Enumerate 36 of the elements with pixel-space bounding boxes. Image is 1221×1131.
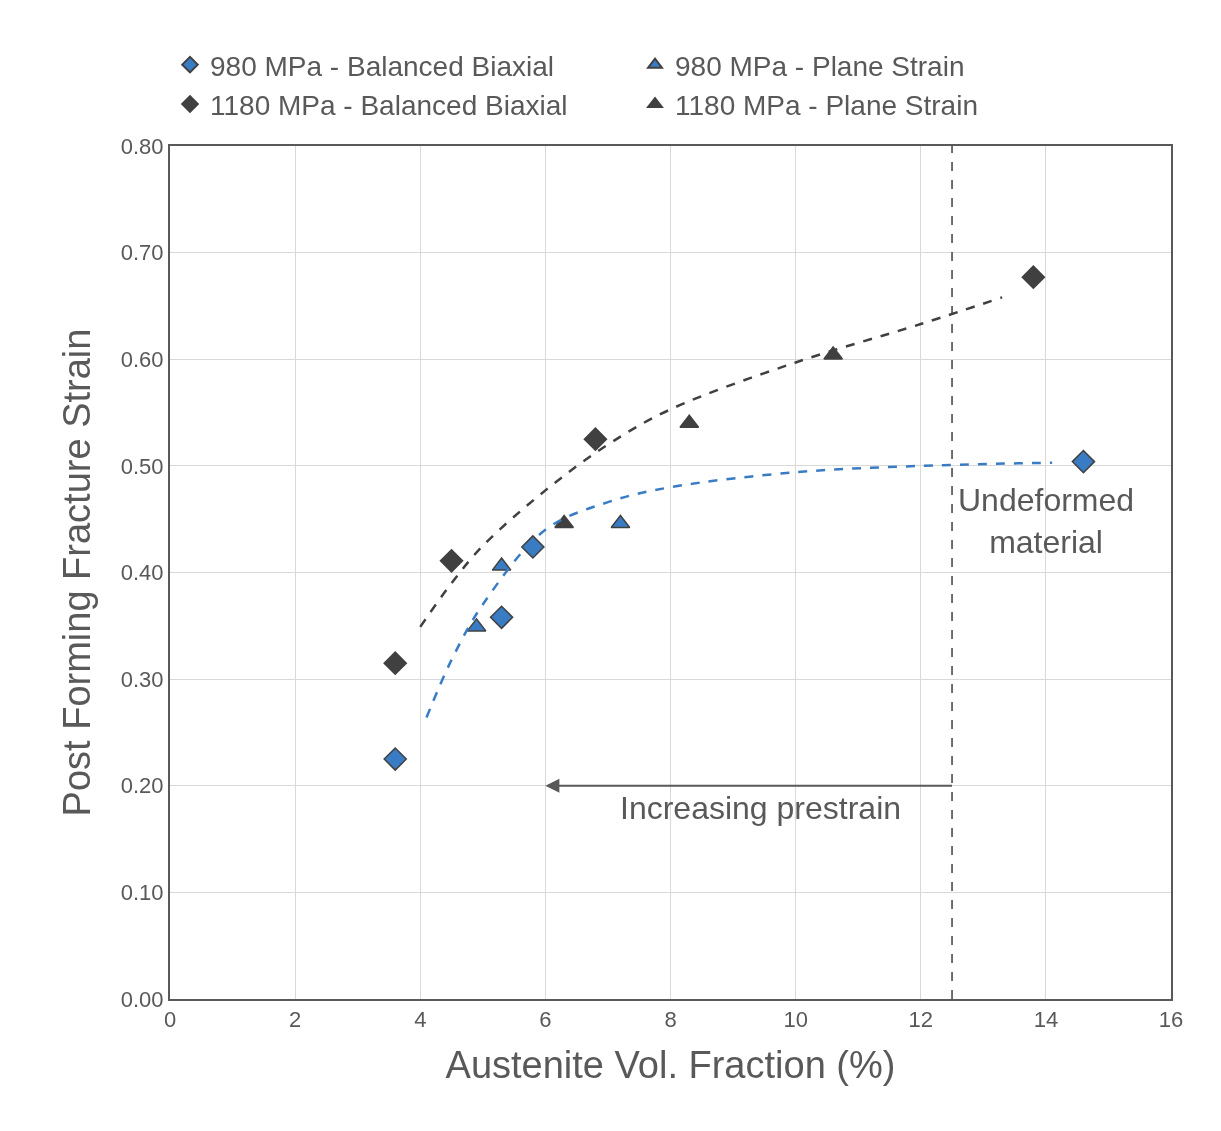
point bbox=[554, 514, 575, 529]
x-tick-label: 10 bbox=[783, 1007, 808, 1033]
y-tick-label: 0.20 bbox=[120, 773, 164, 799]
x-tick-label: 2 bbox=[289, 1007, 302, 1033]
point bbox=[439, 548, 464, 573]
y-tick-label: 0.30 bbox=[120, 666, 164, 692]
point bbox=[383, 747, 408, 771]
y-tick-label: 0.80 bbox=[120, 133, 164, 159]
legend-label: 1180 MPa - Balanced Biaxial bbox=[210, 89, 568, 121]
y-tick-label: 0.10 bbox=[120, 880, 164, 906]
y-tick-label: 0.50 bbox=[120, 453, 164, 479]
x-tick-label: 4 bbox=[414, 1007, 427, 1033]
point bbox=[1021, 265, 1046, 289]
legend-label: 980 MPa - Plane Strain bbox=[675, 50, 965, 82]
legend-label: 980 MPa - Balanced Biaxial bbox=[210, 50, 554, 82]
ref-line-label: Undeformed material bbox=[958, 482, 1135, 560]
x-tick-label: 0 bbox=[163, 1007, 177, 1033]
x-tick-label: 16 bbox=[1158, 1007, 1184, 1033]
x-axis-title: Austenite Vol. Fraction (%) bbox=[445, 1044, 896, 1086]
point bbox=[383, 651, 408, 675]
x-tick-label: 14 bbox=[1033, 1007, 1059, 1033]
legend-label: 1180 MPa - Plane Strain bbox=[675, 89, 978, 121]
point bbox=[610, 514, 631, 529]
x-tick-label: 12 bbox=[908, 1007, 933, 1033]
point bbox=[489, 605, 514, 630]
point bbox=[583, 427, 608, 452]
point bbox=[1071, 449, 1096, 474]
y-tick-label: 0.40 bbox=[120, 560, 164, 586]
y-axis-title: Post Forming Fracture Strain bbox=[56, 328, 99, 817]
point bbox=[521, 535, 545, 559]
x-tick-label: 6 bbox=[539, 1007, 552, 1033]
x-tick-label: 8 bbox=[664, 1007, 677, 1033]
annotation: Increasing prestrain bbox=[620, 790, 902, 826]
y-tick-label: 0.70 bbox=[120, 240, 164, 266]
y-tick-label: 0.60 bbox=[120, 346, 164, 372]
y-tick-label: 0.00 bbox=[120, 986, 164, 1012]
